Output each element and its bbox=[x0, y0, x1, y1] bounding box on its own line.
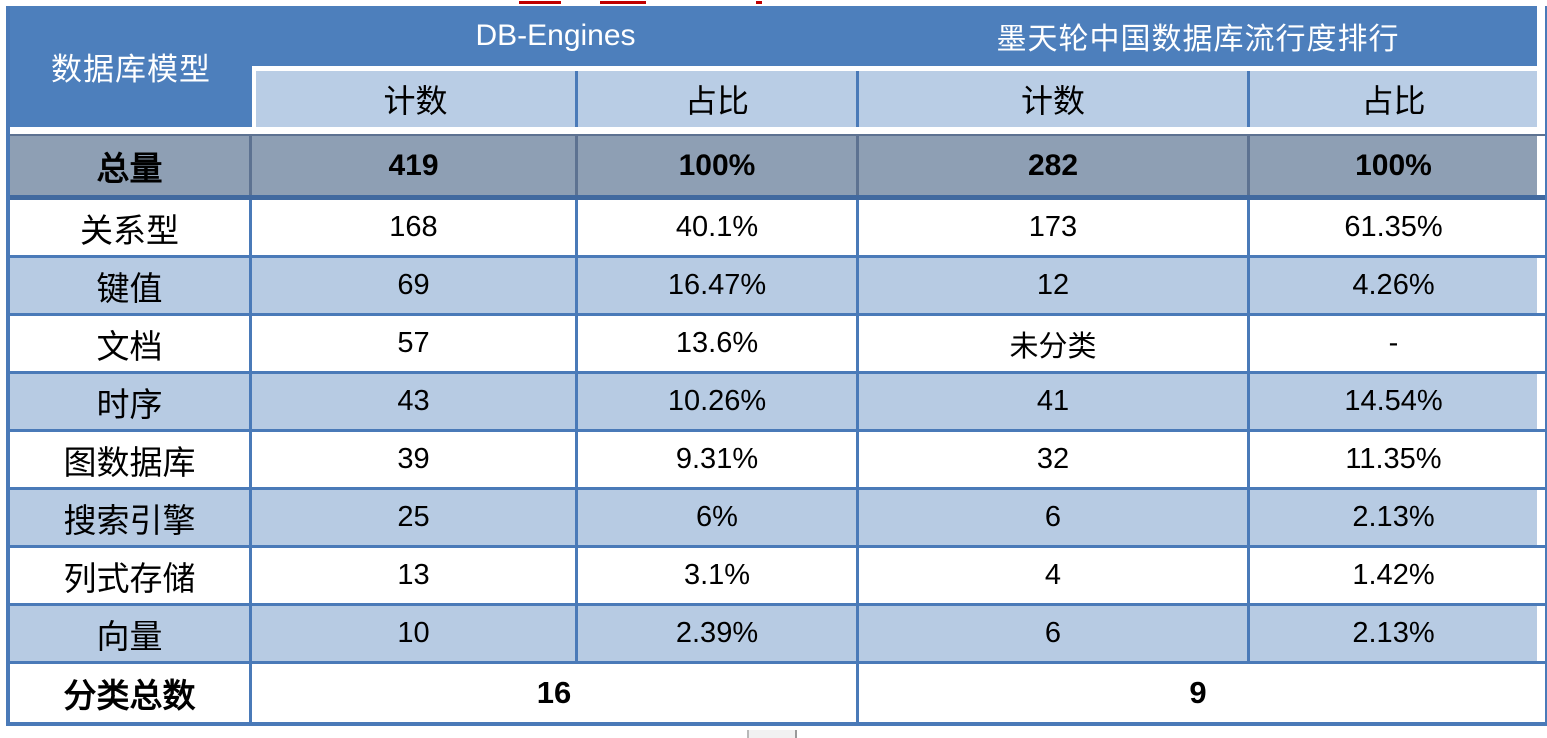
cell-value-dbengines-categories: 16 bbox=[252, 664, 859, 722]
group-header-modb: 墨天轮中国数据库流行度排行 bbox=[859, 6, 1537, 66]
cell-value: 41 bbox=[859, 374, 1250, 429]
cell-value: 4 bbox=[859, 548, 1250, 603]
cell-value: 57 bbox=[252, 316, 578, 371]
cell-value: 69 bbox=[252, 258, 578, 313]
table-row: 键值 69 16.47% 12 4.26% bbox=[10, 258, 1545, 316]
row-label: 列式存储 bbox=[10, 548, 252, 603]
cell-value: 1.42% bbox=[1250, 548, 1537, 603]
subheader-modb-share: 占比 bbox=[1250, 71, 1537, 127]
cell-value: 6% bbox=[578, 490, 859, 545]
cell-value-modb-categories: 9 bbox=[859, 664, 1537, 722]
row-label: 文档 bbox=[10, 316, 252, 371]
table-row: 列式存储 13 3.1% 4 1.42% bbox=[10, 548, 1545, 606]
subheader-dbengines-count: 计数 bbox=[252, 71, 578, 127]
cell-value: 16.47% bbox=[578, 258, 859, 313]
cell-value: - bbox=[1250, 316, 1537, 371]
cell-value: 282 bbox=[859, 136, 1250, 195]
cropped-red-text-artifact bbox=[600, 1, 646, 4]
table-row: 时序 43 10.26% 41 14.54% bbox=[10, 374, 1545, 432]
row-label: 键值 bbox=[10, 258, 252, 313]
row-label: 向量 bbox=[10, 606, 252, 661]
cell-value: 11.35% bbox=[1250, 432, 1537, 487]
cell-value: 10 bbox=[252, 606, 578, 661]
table-row: 搜索引擎 25 6% 6 2.13% bbox=[10, 490, 1545, 548]
cell-value: 12 bbox=[859, 258, 1250, 313]
table-header: 数据库模型 DB-Engines 墨天轮中国数据库流行度排行 计数 占比 计数 … bbox=[10, 6, 1545, 127]
cell-value: 13 bbox=[252, 548, 578, 603]
row-label: 关系型 bbox=[10, 200, 252, 255]
cropped-scrollbar-artifact bbox=[747, 730, 797, 738]
cropped-red-text-artifact bbox=[519, 1, 561, 4]
cell-value: 168 bbox=[252, 200, 578, 255]
database-model-comparison-table: 数据库模型 DB-Engines 墨天轮中国数据库流行度排行 计数 占比 计数 … bbox=[6, 6, 1547, 726]
cropped-red-text-artifact bbox=[756, 1, 762, 4]
table-row: 向量 10 2.39% 6 2.13% bbox=[10, 606, 1545, 664]
cell-value: 未分类 bbox=[859, 316, 1250, 371]
table-row-total: 总量 419 100% 282 100% bbox=[10, 134, 1545, 200]
corner-header-cell: 数据库模型 bbox=[10, 6, 252, 127]
table-row-category-total: 分类总数 16 9 bbox=[10, 664, 1545, 722]
cell-value: 2.13% bbox=[1250, 606, 1537, 661]
cell-value: 13.6% bbox=[578, 316, 859, 371]
cell-value: 100% bbox=[578, 136, 859, 195]
cell-value: 39 bbox=[252, 432, 578, 487]
subheader-dbengines-share: 占比 bbox=[578, 71, 859, 127]
cell-value: 2.39% bbox=[578, 606, 859, 661]
header-gap bbox=[252, 66, 1537, 71]
row-label: 图数据库 bbox=[10, 432, 252, 487]
subheader-modb-count: 计数 bbox=[859, 71, 1250, 127]
cell-value: 173 bbox=[859, 200, 1250, 255]
table-row: 文档 57 13.6% 未分类 - bbox=[10, 316, 1545, 374]
cell-value: 32 bbox=[859, 432, 1250, 487]
table-row: 图数据库 39 9.31% 32 11.35% bbox=[10, 432, 1545, 490]
cell-value: 25 bbox=[252, 490, 578, 545]
group-header-db-engines: DB-Engines bbox=[252, 6, 859, 66]
cell-value: 3.1% bbox=[578, 548, 859, 603]
cell-value: 9.31% bbox=[578, 432, 859, 487]
cell-value: 419 bbox=[252, 136, 578, 195]
cell-value: 4.26% bbox=[1250, 258, 1537, 313]
header-body-gap bbox=[10, 127, 1545, 134]
cell-value: 40.1% bbox=[578, 200, 859, 255]
cell-value: 43 bbox=[252, 374, 578, 429]
cell-value: 10.26% bbox=[578, 374, 859, 429]
row-label: 分类总数 bbox=[10, 664, 252, 722]
row-label: 总量 bbox=[10, 136, 252, 195]
row-label: 搜索引擎 bbox=[10, 490, 252, 545]
row-label: 时序 bbox=[10, 374, 252, 429]
cell-value: 6 bbox=[859, 606, 1250, 661]
cell-value: 14.54% bbox=[1250, 374, 1537, 429]
table-row: 关系型 168 40.1% 173 61.35% bbox=[10, 200, 1545, 258]
cell-value: 100% bbox=[1250, 136, 1537, 195]
cell-value: 2.13% bbox=[1250, 490, 1537, 545]
cell-value: 61.35% bbox=[1250, 200, 1537, 255]
cell-value: 6 bbox=[859, 490, 1250, 545]
